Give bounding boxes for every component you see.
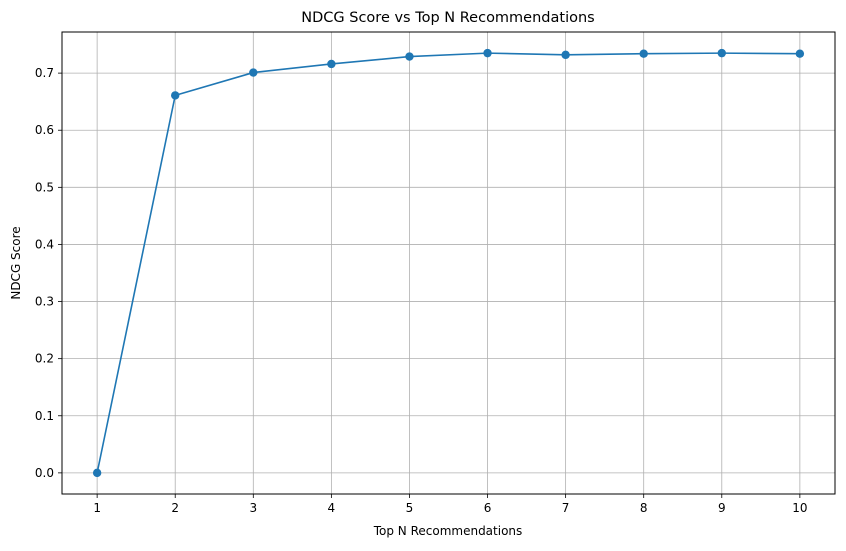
y-axis: 0.0 0.1 0.2 0.3 0.4 0.5 0.6 0.7	[35, 66, 62, 480]
series-line	[96, 52, 800, 474]
y-axis-label: NDCG Score	[9, 226, 23, 299]
data-point	[327, 59, 336, 69]
data-point	[639, 49, 648, 58]
y-tick-label: 0.1	[35, 409, 54, 423]
plot-frame	[61, 31, 836, 495]
y-tick-label: 0.4	[35, 237, 54, 251]
x-tick-label: 6	[484, 501, 492, 515]
y-tick-label: 0.7	[35, 66, 54, 80]
y-tick-label: 0.6	[35, 123, 54, 137]
x-tick-label: 10	[792, 501, 807, 515]
x-tick-label: 4	[328, 501, 336, 515]
data-point	[483, 48, 492, 58]
y-tick-label: 0.2	[35, 352, 54, 366]
data-point	[171, 91, 180, 100]
data-point	[561, 50, 570, 60]
y-tick-label: 0.0	[35, 466, 54, 480]
grid	[62, 32, 835, 494]
y-tick-label: 0.5	[35, 180, 54, 194]
x-tick-label: 3	[249, 501, 257, 515]
data-point	[717, 48, 726, 58]
data-point	[405, 52, 414, 61]
x-axis-label: Top N Recommendations	[373, 524, 523, 538]
x-tick-label: 5	[406, 501, 414, 515]
data-point	[795, 49, 805, 58]
x-axis: 1 2 3 4 5 6 7 8 9 10	[93, 494, 808, 515]
x-tick-label: 2	[171, 501, 179, 515]
data-point	[92, 468, 102, 478]
chart-title: NDCG Score vs Top N Recommendations	[301, 10, 594, 26]
x-tick-label: 7	[562, 501, 570, 515]
x-tick-label: 1	[93, 501, 101, 515]
x-tick-label: 9	[718, 501, 726, 515]
y-tick-label: 0.3	[35, 295, 54, 309]
data-point	[249, 68, 258, 77]
x-tick-label: 8	[640, 501, 648, 515]
series-layer	[92, 48, 805, 478]
